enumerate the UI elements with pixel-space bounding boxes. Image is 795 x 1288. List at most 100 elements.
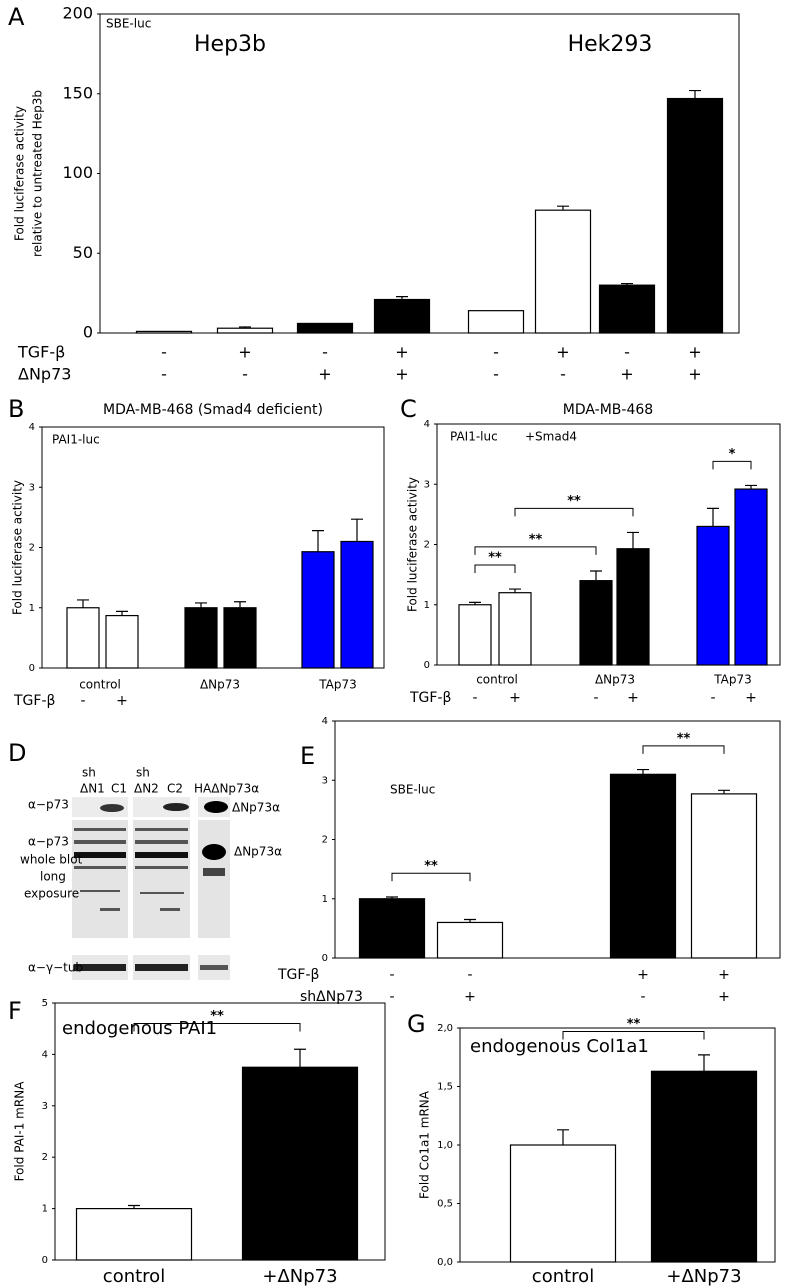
bar [296,322,354,334]
error-bar [718,789,730,794]
error-bar [351,518,363,542]
group-label: Hep3b [194,32,266,57]
significance-label: ** [529,532,543,547]
error-bar [557,1129,569,1145]
group-label: Hek293 [568,32,653,57]
error-bar [590,570,602,581]
bar [358,898,426,959]
inner-label: PAI1-luc [450,430,498,444]
bar [216,327,274,334]
y-tick-label: 0 [42,1255,48,1266]
error-bar [627,531,639,549]
x-tick-label: +ΔNp73 [666,1266,741,1287]
error-bar [698,1054,710,1072]
blot-strip [72,820,128,938]
y-tick-label: 0,0 [437,1257,453,1268]
significance-label: * [729,447,736,462]
condition-value: + [318,365,331,384]
band [200,965,228,970]
inner-label: endogenous Col1a1 [470,1036,649,1057]
condition-value: + [718,989,730,1005]
lane-label: C1 [111,782,127,796]
condition-value: + [688,343,701,362]
condition-value: + [116,693,128,709]
significance-bracket [642,745,725,754]
bar [135,330,193,334]
error-bar [689,89,701,99]
bar [509,1144,617,1263]
x-tick-label: +ΔNp73 [262,1266,337,1287]
lane-label: HAΔNp73α [194,782,259,796]
inner-label: PAI1-luc [52,433,100,447]
error-bar [386,896,398,899]
bar [598,284,656,334]
y-tick-label: 4 [29,422,35,433]
bar [223,607,257,669]
significance-label: ** [424,859,438,874]
condition-value: + [556,343,569,362]
significance-bracket [474,564,516,573]
error-bar [621,282,633,286]
panel-d: D sh sh ΔN1 C1 ΔN2 C2 HAΔNp73α α−p [8,739,282,980]
lane-label: C2 [167,782,183,796]
y-tick-label: 4 [322,716,328,727]
inner-label: +Smad4 [525,430,577,444]
bar [241,1066,359,1261]
significance-label: ** [210,1009,224,1024]
condition-value: + [395,343,408,362]
row-label: α−γ−tub [28,961,83,975]
error-bar [707,507,719,527]
band [163,803,189,811]
band [135,964,188,971]
condition-value: - [467,967,472,983]
bar [616,548,650,666]
y-tick-label: 3 [42,1101,48,1112]
y-tick-label: 1 [42,1204,48,1215]
error-bar [469,601,481,605]
y-tick-label: 150 [62,83,93,102]
bar [534,209,592,334]
condition-value: - [560,365,566,384]
band [204,801,228,813]
condition-value: - [640,989,645,1005]
y-tick-label: 2 [424,540,430,551]
condition-value: - [80,693,85,709]
significance-label: ** [567,494,581,509]
blot-strip [133,820,190,938]
condition-name: TGF-β [277,967,319,983]
bar [696,525,730,666]
row-label: long [40,870,66,884]
y-tick-label: 1,0 [437,1140,453,1151]
error-bar [239,326,251,329]
group-label: control [476,673,518,687]
inner-label: SBE-luc [106,17,151,31]
y-axis-label: relative to untreated Hep3b [31,90,45,257]
row-label: α−p73 [28,835,69,849]
condition-value: - [161,343,167,362]
y-tick-label: 3 [29,482,35,493]
error-bar [745,484,757,490]
bar [340,540,374,669]
y-tick-label: 1 [424,600,430,611]
blot-strip [198,820,230,938]
band-label: ΔNp73α [234,845,282,859]
significance-label: ** [488,550,502,565]
bar [609,773,677,959]
plot-frame [54,1002,386,1261]
condition-value: - [493,365,499,384]
bar [734,488,768,666]
bar [66,607,100,669]
y-tick-label: 3 [322,775,328,786]
chart-title: MDA-MB-468 (Smad4 deficient) [103,402,323,418]
lane-header: sh [82,766,96,780]
y-tick-label: 0 [29,663,35,674]
significance-bracket [391,872,471,882]
condition-value: + [464,989,476,1005]
significance-label: ** [627,1017,641,1032]
bar [301,551,335,669]
row-label: exposure [24,887,79,901]
band-label: ΔNp73α [232,801,280,815]
bar [650,1070,758,1263]
y-tick-label: 2 [322,835,328,846]
lane-header: sh [136,766,150,780]
